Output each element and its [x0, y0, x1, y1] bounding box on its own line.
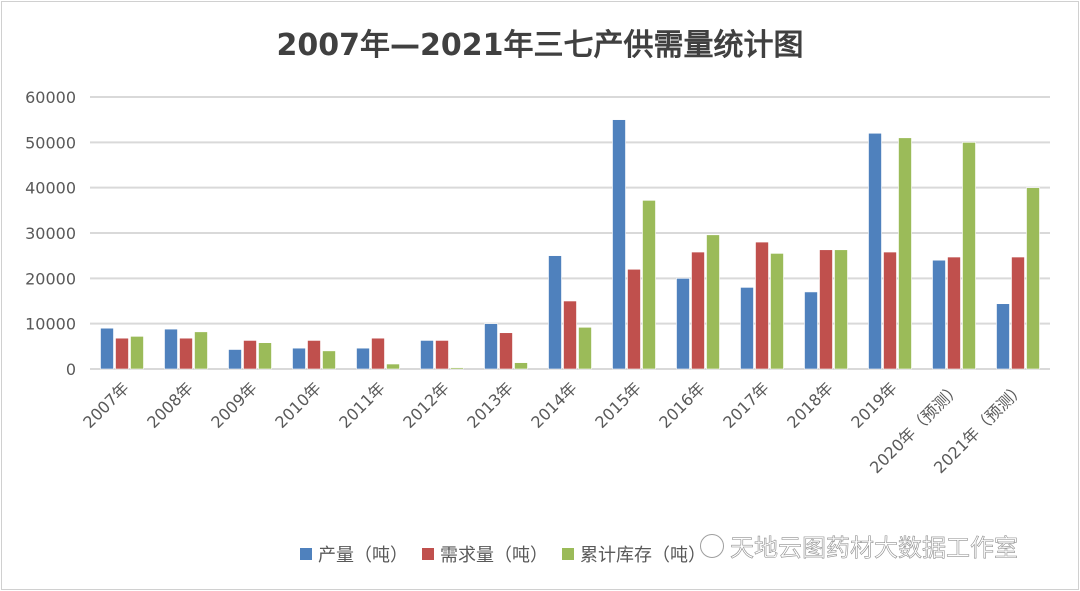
- bar-inventory: [706, 234, 720, 370]
- bar-production: [932, 259, 946, 370]
- bar-production: [868, 132, 882, 370]
- legend-swatch: [422, 548, 434, 560]
- bar-production: [548, 255, 562, 370]
- bar-inventory: [898, 137, 912, 370]
- bar-production: [228, 349, 242, 370]
- bar-demand: [563, 300, 577, 370]
- x-tick-label: 2009年: [207, 378, 261, 432]
- bar-inventory: [642, 200, 656, 370]
- bar-demand: [371, 337, 385, 370]
- bar-production: [996, 303, 1010, 370]
- bar-production: [420, 340, 434, 370]
- y-tick-label: 50000: [25, 133, 76, 152]
- bar-inventory: [834, 249, 848, 370]
- y-tick-label: 0: [66, 360, 76, 379]
- x-tick-label: 2012年: [399, 378, 453, 432]
- y-tick-label: 20000: [25, 269, 76, 288]
- bar-demand: [883, 251, 897, 370]
- bar-inventory: [130, 336, 144, 370]
- x-tick-label: 2019年: [847, 378, 901, 432]
- bar-inventory: [194, 331, 208, 370]
- bar-production: [100, 327, 114, 370]
- bar-production: [484, 323, 498, 370]
- bar-inventory: [770, 253, 784, 370]
- x-tick-label: 2007年: [79, 378, 133, 432]
- bar-demand: [435, 340, 449, 370]
- bar-production: [676, 278, 690, 370]
- bar-inventory: [386, 363, 400, 370]
- y-tick-label: 40000: [25, 179, 76, 198]
- bar-demand: [179, 337, 193, 370]
- bar-demand: [1011, 256, 1025, 370]
- bar-demand: [115, 337, 129, 370]
- bar-inventory: [450, 367, 464, 370]
- x-tick-label: 2008年: [143, 378, 197, 432]
- watermark: 天地云图药材大数据工作室: [700, 528, 1018, 563]
- x-tick-label: 2016年: [655, 378, 709, 432]
- bar-production: [804, 291, 818, 370]
- x-tick-label: 2018年: [783, 378, 837, 432]
- bar-inventory: [258, 342, 272, 370]
- wechat-icon: [700, 533, 724, 558]
- x-tick-label: 2011年: [335, 378, 389, 432]
- bar-demand: [691, 251, 705, 370]
- bar-demand: [499, 332, 513, 370]
- y-tick-label: 60000: [25, 88, 76, 107]
- x-tick-label: 2013年: [463, 378, 517, 432]
- legend-item-inventory: 累计库存（吨）: [562, 541, 706, 567]
- bar-inventory: [578, 326, 592, 370]
- bar-demand: [243, 340, 257, 370]
- bar-inventory: [962, 142, 976, 370]
- bar-production: [356, 347, 370, 370]
- bar-demand: [755, 241, 769, 370]
- x-tick-label: 2010年: [271, 378, 325, 432]
- x-tick-label: 2015年: [591, 378, 645, 432]
- legend-label: 产量（吨）: [318, 545, 408, 566]
- y-tick-label: 30000: [25, 224, 76, 243]
- bar-inventory: [1026, 187, 1040, 370]
- watermark-text: 天地云图药材大数据工作室: [730, 534, 1019, 563]
- legend-swatch: [562, 548, 574, 560]
- legend-item-demand: 需求量（吨）: [422, 541, 548, 567]
- bar-inventory: [322, 350, 336, 370]
- legend-label: 需求量（吨）: [440, 545, 548, 566]
- bar-demand: [307, 340, 321, 370]
- y-tick-label: 10000: [25, 315, 76, 334]
- bar-inventory: [514, 362, 528, 370]
- chart-title: 2007年—2021年三七产供需量统计图: [276, 28, 804, 63]
- bar-production: [740, 287, 754, 370]
- bar-demand: [947, 256, 961, 370]
- bar-demand: [627, 268, 641, 370]
- bar-production: [612, 119, 626, 370]
- bar-production: [164, 328, 178, 370]
- legend: 产量（吨） 需求量（吨） 累计库存（吨）: [300, 541, 706, 567]
- legend-item-production: 产量（吨）: [300, 541, 408, 567]
- legend-swatch: [300, 548, 312, 560]
- x-tick-label: 2014年: [527, 378, 581, 432]
- legend-label: 累计库存（吨）: [580, 545, 706, 566]
- bar-production: [292, 347, 306, 370]
- x-tick-label: 2017年: [719, 378, 773, 432]
- bar-demand: [819, 249, 833, 370]
